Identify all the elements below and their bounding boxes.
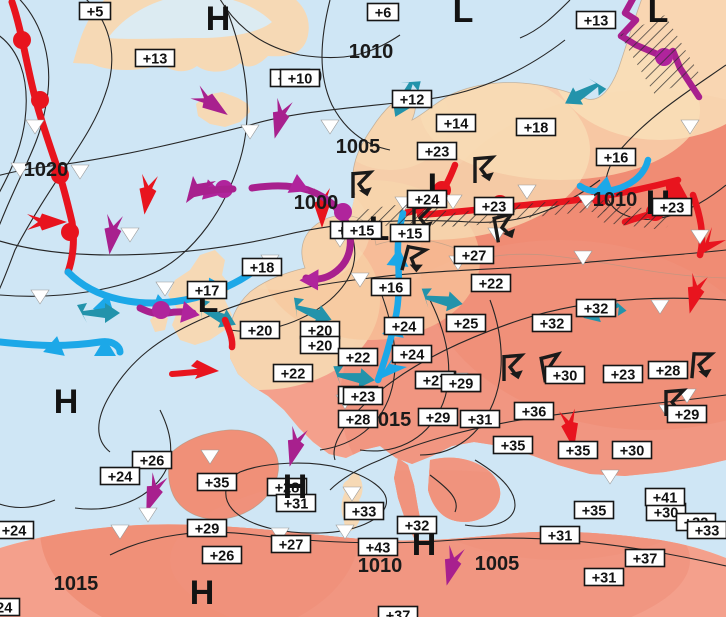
- svg-text:+10: +10: [288, 72, 313, 88]
- svg-text:L: L: [453, 0, 474, 30]
- svg-text:+5: +5: [87, 5, 104, 21]
- svg-text:+20: +20: [248, 324, 273, 340]
- svg-text:+35: +35: [205, 476, 230, 492]
- svg-text:L: L: [648, 0, 669, 30]
- svg-text:1010: 1010: [358, 555, 403, 577]
- svg-text:+26: +26: [210, 549, 235, 565]
- svg-text:+30: +30: [620, 444, 645, 460]
- svg-text:+37: +37: [633, 552, 658, 568]
- svg-text:+29: +29: [426, 411, 451, 427]
- svg-text:H: H: [206, 0, 231, 38]
- svg-text:+16: +16: [379, 281, 404, 297]
- svg-text:+29: +29: [675, 408, 700, 424]
- svg-text:+29: +29: [449, 377, 474, 393]
- svg-text:+32: +32: [540, 317, 565, 333]
- svg-text:+29: +29: [195, 522, 220, 538]
- svg-text:H: H: [54, 383, 79, 421]
- svg-text:+24: +24: [400, 348, 425, 364]
- svg-text:+36: +36: [522, 405, 547, 421]
- svg-text:+31: +31: [468, 413, 493, 429]
- svg-text:+24: +24: [0, 601, 12, 617]
- svg-text:+24: +24: [392, 320, 417, 336]
- svg-text:1010: 1010: [349, 41, 394, 63]
- svg-text:+23: +23: [351, 390, 376, 406]
- svg-text:+16: +16: [604, 151, 629, 167]
- svg-text:+6: +6: [375, 6, 392, 22]
- svg-text:+20: +20: [308, 339, 333, 355]
- svg-text:+33: +33: [352, 505, 377, 521]
- svg-text:+18: +18: [250, 261, 275, 277]
- svg-text:+41: +41: [653, 491, 678, 507]
- svg-text:+32: +32: [405, 519, 430, 535]
- svg-text:+14: +14: [444, 117, 469, 133]
- svg-text:+28: +28: [656, 364, 681, 380]
- svg-text:+18: +18: [524, 121, 549, 137]
- svg-text:1015: 1015: [54, 573, 99, 595]
- svg-text:+22: +22: [281, 367, 306, 383]
- svg-text:+37: +37: [386, 609, 411, 617]
- svg-text:+30: +30: [654, 506, 679, 522]
- svg-text:+28: +28: [346, 413, 371, 429]
- svg-text:+23: +23: [482, 200, 507, 216]
- svg-text:+43: +43: [366, 541, 391, 557]
- svg-text:+35: +35: [501, 439, 526, 455]
- svg-text:+27: +27: [279, 538, 304, 554]
- svg-text:+23: +23: [660, 201, 685, 217]
- svg-text:H: H: [283, 468, 308, 506]
- svg-text:+13: +13: [143, 52, 168, 68]
- svg-text:1010: 1010: [593, 189, 638, 211]
- svg-text:+22: +22: [479, 277, 504, 293]
- svg-text:+15: +15: [398, 227, 423, 243]
- svg-text:+23: +23: [425, 145, 450, 161]
- svg-text:+23: +23: [611, 368, 636, 384]
- svg-text:+25: +25: [454, 317, 479, 333]
- svg-text:+31: +31: [548, 529, 573, 545]
- svg-text:+35: +35: [566, 444, 591, 460]
- svg-text:+24: +24: [108, 470, 133, 486]
- svg-text:+32: +32: [584, 302, 609, 318]
- svg-text:+26: +26: [140, 454, 165, 470]
- svg-text:+31: +31: [592, 571, 617, 587]
- svg-text:+15: +15: [350, 224, 375, 240]
- svg-text:+13: +13: [584, 14, 609, 30]
- svg-text:+24: +24: [415, 193, 440, 209]
- svg-text:1005: 1005: [336, 136, 381, 158]
- svg-text:+17: +17: [195, 284, 220, 300]
- svg-text:+35: +35: [582, 504, 607, 520]
- svg-text:1005: 1005: [475, 553, 520, 575]
- svg-text:+27: +27: [462, 249, 487, 265]
- svg-text:+24: +24: [2, 524, 27, 540]
- svg-text:1020: 1020: [24, 159, 69, 181]
- svg-text:+12: +12: [400, 93, 425, 109]
- svg-text:+22: +22: [346, 351, 371, 367]
- svg-text:H: H: [190, 574, 215, 612]
- svg-text:1000: 1000: [294, 192, 339, 214]
- svg-text:+33: +33: [695, 524, 720, 540]
- svg-text:+30: +30: [553, 369, 578, 385]
